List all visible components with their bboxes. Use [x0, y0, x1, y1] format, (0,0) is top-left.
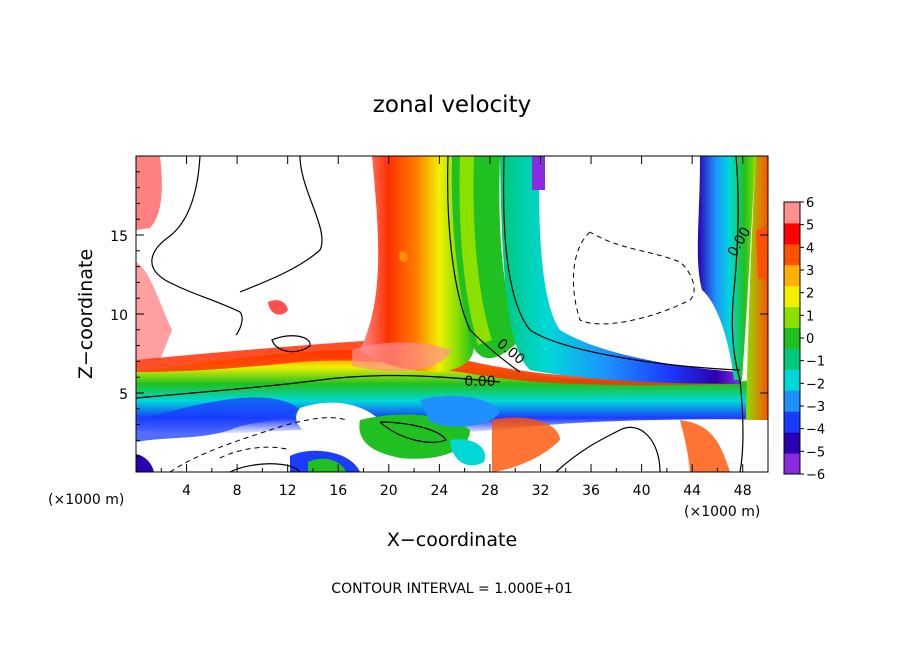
y-axis: 5 10 15 [110, 171, 768, 457]
x-tick-label: 4 [182, 483, 191, 499]
y-tick-label: 5 [119, 387, 128, 403]
colorbar-tick-label: −1 [806, 355, 825, 370]
x-tick-label: 16 [329, 483, 347, 499]
colorbar-tick-label: −2 [806, 377, 825, 392]
colorbar-swatch [784, 432, 800, 454]
contour-interval-note: CONTOUR INTERVAL = 1.000E+01 [331, 581, 572, 597]
colorbar-tick-label: −3 [806, 400, 825, 415]
x-axis-label: X−coordinate [387, 529, 517, 551]
colorbar-tick-label: 1 [806, 309, 814, 324]
x-tick-label: 32 [532, 483, 550, 499]
colorbar-tick-label: −4 [806, 423, 825, 438]
x-axis: 4 8 12 16 20 24 28 32 36 40 44 48 [160, 156, 752, 499]
x-tick-label: 28 [481, 483, 499, 499]
colorbar-swatch [784, 411, 800, 433]
colorbar-swatch [784, 390, 800, 412]
contour-lines [136, 156, 744, 472]
chart-title: zonal velocity [373, 92, 531, 118]
colorbar-swatch [784, 222, 800, 245]
plot-area: 0.000.000.00 [136, 156, 768, 472]
x-tick-label: 12 [279, 483, 297, 499]
y-tick-label: 10 [110, 308, 128, 324]
dashed-contours [169, 231, 695, 472]
colorbar-swatch [784, 306, 800, 329]
colorbar-swatch [784, 348, 800, 370]
x-tick-label: 36 [582, 483, 600, 499]
x-tick-label: 8 [233, 483, 242, 499]
x-tick-label: 24 [430, 483, 448, 499]
y-tick-label: 15 [110, 229, 128, 245]
colorbar-swatch [784, 369, 800, 391]
colored-field [136, 156, 768, 472]
colorbar-swatch [784, 243, 800, 266]
colorbar-swatch [784, 327, 800, 349]
colorbar-swatch [784, 202, 800, 224]
colorbar-swatch [784, 264, 800, 287]
colorbar-tick-label: 4 [806, 241, 814, 256]
colorbar-swatch [784, 453, 800, 475]
y-axis-label: Z−coordinate [75, 249, 97, 379]
x-tick-label: 40 [633, 483, 651, 499]
x-tick-label: 44 [683, 483, 701, 499]
colorbar-tick-label: 0 [806, 332, 814, 347]
colorbar: 6 5 4 3 2 1 0 −1 −2 −3 −4 −5 −6 [783, 196, 825, 483]
colorbar-tick-label: 5 [806, 219, 814, 234]
colorbar-tick-label: 3 [806, 264, 814, 279]
colorbar-swatch [784, 285, 800, 308]
x-tick-label: 20 [380, 483, 398, 499]
contour-label: 0.00 [464, 374, 495, 390]
x-unit-note-left: (×1000 m) [48, 492, 124, 508]
colorbar-tick-label: −6 [806, 468, 825, 483]
colorbar-tick-label: 2 [806, 287, 814, 302]
colorbar-tick-label: 6 [806, 196, 814, 211]
x-tick-label: 48 [734, 483, 752, 499]
colorbar-tick-label: −5 [806, 445, 825, 460]
x-unit-note-right: (×1000 m) [684, 504, 760, 520]
